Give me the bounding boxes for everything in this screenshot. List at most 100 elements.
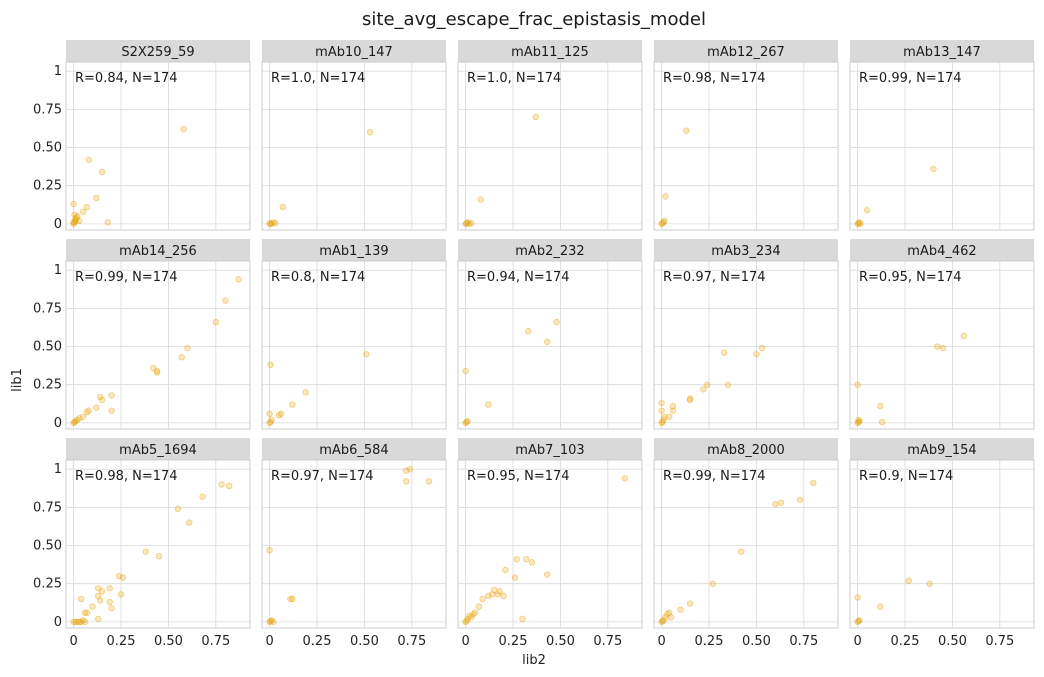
y-tick-label: 0.75 bbox=[33, 301, 62, 316]
data-point bbox=[81, 609, 89, 616]
data-point bbox=[267, 219, 274, 227]
data-point bbox=[104, 219, 111, 226]
panel-plot-area bbox=[65, 459, 251, 629]
panel-annotation: R=1.0, N=174 bbox=[467, 71, 561, 86]
data-point bbox=[855, 416, 862, 424]
data-point bbox=[76, 217, 83, 225]
data-point bbox=[658, 419, 665, 427]
data-point bbox=[532, 113, 539, 121]
data-point bbox=[658, 407, 665, 414]
data-point bbox=[150, 364, 157, 372]
panel-mAb10_147: mAb10_147 R=1.0, N=174 bbox=[261, 40, 447, 231]
data-point bbox=[73, 214, 80, 221]
data-point bbox=[810, 479, 817, 487]
panel-plot-area bbox=[849, 61, 1035, 231]
panel-mAb8_2000: mAb8_2000 R=0.99, N=174 0 0.25 0.50 0.75 bbox=[653, 438, 839, 649]
panel-annotation: R=0.94, N=174 bbox=[467, 270, 570, 285]
data-point bbox=[700, 386, 707, 393]
data-point bbox=[74, 618, 81, 626]
data-point bbox=[95, 592, 102, 600]
data-point bbox=[960, 332, 968, 340]
panel-mAb7_103: mAb7_103 R=0.95, N=174 0 0.25 0.50 0.75 bbox=[457, 438, 643, 649]
data-point bbox=[267, 361, 274, 369]
data-point bbox=[463, 219, 470, 227]
data-point bbox=[877, 603, 884, 610]
data-point bbox=[553, 318, 560, 326]
x-tick-label: 0.50 bbox=[742, 634, 771, 649]
panel-plot-area bbox=[653, 260, 839, 430]
panel-mAb6_584: mAb6_584 R=0.97, N=174 0 0.25 0.50 0.75 bbox=[261, 438, 447, 649]
data-point bbox=[905, 577, 913, 584]
panel-strip bbox=[850, 438, 1034, 460]
data-point bbox=[677, 606, 684, 613]
panel-plot-area bbox=[65, 260, 251, 430]
data-point bbox=[464, 615, 471, 623]
panel-annotation: R=0.98, N=174 bbox=[663, 71, 766, 86]
data-point bbox=[926, 580, 933, 587]
data-point bbox=[659, 418, 666, 426]
x-tick-label: 0 bbox=[69, 634, 77, 649]
panel-annotation: R=0.99, N=174 bbox=[663, 469, 766, 484]
x-tick-label: 0.75 bbox=[201, 634, 230, 649]
data-point bbox=[462, 220, 469, 228]
panel-plot-area bbox=[65, 61, 251, 231]
data-point bbox=[79, 208, 87, 215]
data-point bbox=[106, 598, 113, 606]
data-point bbox=[81, 618, 89, 626]
data-point bbox=[879, 418, 886, 426]
panel-plot-area bbox=[457, 459, 643, 629]
data-point bbox=[93, 404, 100, 411]
data-point bbox=[95, 585, 102, 592]
data-point bbox=[686, 395, 694, 402]
data-point bbox=[496, 588, 503, 595]
x-tick-label: 0 bbox=[461, 634, 469, 649]
data-point bbox=[72, 216, 79, 223]
y-tick-label: 1 bbox=[54, 263, 62, 278]
data-point bbox=[855, 617, 862, 625]
data-point bbox=[95, 615, 102, 623]
data-point bbox=[289, 595, 296, 603]
data-point bbox=[268, 416, 275, 424]
data-point bbox=[98, 396, 106, 404]
data-point bbox=[667, 614, 675, 621]
data-point bbox=[772, 501, 779, 508]
data-point bbox=[268, 617, 275, 624]
data-point bbox=[753, 350, 760, 358]
panel-strip-label: mAb6_584 bbox=[319, 443, 388, 458]
y-tick-label: 0.25 bbox=[33, 179, 62, 194]
data-point bbox=[720, 349, 728, 356]
data-point bbox=[466, 220, 473, 228]
data-point bbox=[523, 556, 530, 563]
data-point bbox=[98, 588, 106, 595]
data-point bbox=[425, 478, 433, 485]
data-point bbox=[658, 399, 665, 407]
data-point bbox=[186, 519, 193, 526]
panel-strip bbox=[850, 239, 1034, 261]
y-tick-label: 0 bbox=[54, 416, 62, 431]
data-point bbox=[664, 611, 671, 618]
panel-strip-label: mAb12_267 bbox=[707, 45, 785, 60]
data-point bbox=[662, 193, 669, 200]
data-point bbox=[524, 328, 532, 335]
data-point bbox=[83, 203, 91, 211]
panel-annotation: R=0.95, N=174 bbox=[467, 469, 570, 484]
data-point bbox=[659, 617, 666, 625]
panel-strip-label: mAb5_1694 bbox=[119, 443, 197, 458]
data-point bbox=[366, 129, 374, 136]
panel-annotation: R=0.99, N=174 bbox=[859, 71, 962, 86]
data-point bbox=[74, 213, 81, 220]
panel-strip-label: mAb4_462 bbox=[907, 244, 976, 259]
data-point bbox=[855, 418, 862, 426]
data-point bbox=[469, 611, 477, 618]
y-tick-label: 0 bbox=[54, 217, 62, 232]
data-point bbox=[665, 609, 673, 616]
panel-strip-label: mAb8_2000 bbox=[707, 443, 785, 458]
data-point bbox=[402, 467, 410, 474]
panel-annotation: R=0.97, N=174 bbox=[663, 270, 766, 285]
data-point bbox=[153, 369, 161, 376]
data-point bbox=[511, 574, 519, 581]
data-point bbox=[119, 574, 127, 581]
x-tick-label: 0.25 bbox=[107, 634, 136, 649]
data-point bbox=[777, 499, 785, 506]
data-point bbox=[108, 604, 115, 612]
